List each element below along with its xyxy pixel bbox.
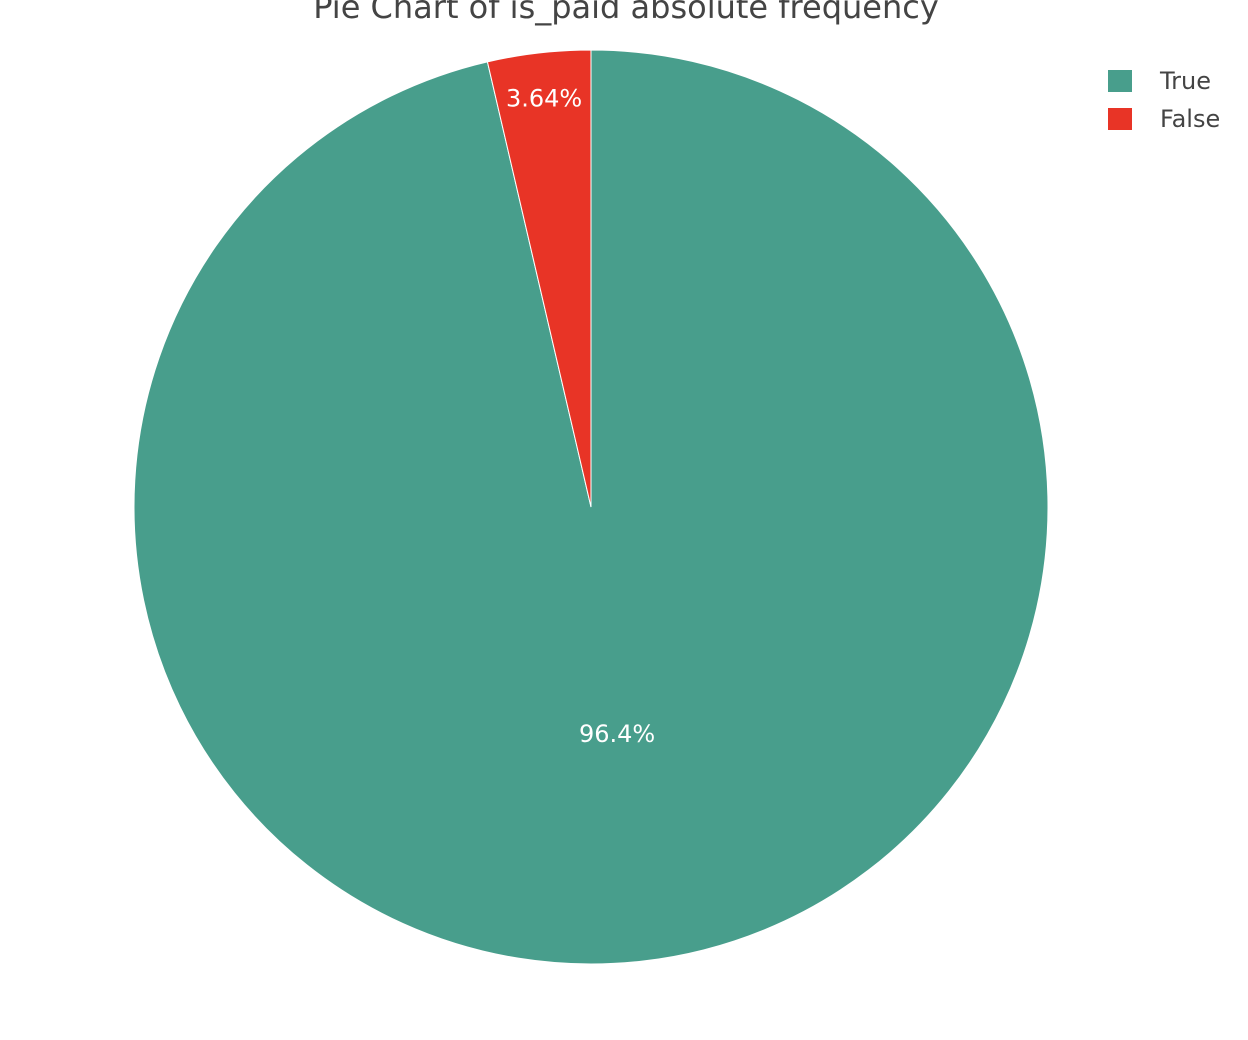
pie-slice-label-true: 96.4% (579, 720, 655, 748)
legend-item-true[interactable]: True (1108, 62, 1220, 100)
pie-slice-false[interactable] (486, 49, 592, 508)
legend-label-false: False (1160, 105, 1221, 133)
pie-slice-labels: 96.4% 3.64% (506, 84, 655, 748)
legend-swatch-true (1108, 70, 1132, 92)
legend: True False (1108, 62, 1220, 138)
chart-title: Pie Chart of is_paid absolute frequency (313, 0, 939, 26)
legend-item-false[interactable]: False (1108, 100, 1220, 138)
pie-slice-label-false: 3.64% (506, 84, 582, 112)
pie-slices (133, 49, 1049, 965)
legend-label-true: True (1160, 67, 1211, 95)
legend-swatch-false (1108, 108, 1132, 130)
